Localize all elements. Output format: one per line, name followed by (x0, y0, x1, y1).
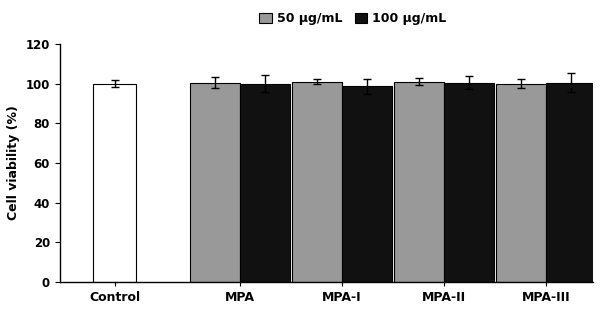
Bar (240, 84, 290, 282)
Bar (546, 82, 596, 282)
Bar (496, 84, 546, 282)
Legend: 50 μg/mL, 100 μg/mL: 50 μg/mL, 100 μg/mL (254, 7, 452, 30)
Y-axis label: Cell viability (%): Cell viability (%) (7, 105, 20, 220)
Bar (342, 86, 392, 282)
Bar (190, 82, 240, 282)
Bar (394, 81, 444, 282)
Bar (92, 84, 136, 282)
Bar (444, 82, 494, 282)
Bar (292, 81, 342, 282)
